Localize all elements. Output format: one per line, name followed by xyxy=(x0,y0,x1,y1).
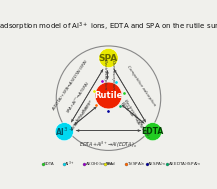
Text: Al(SPA)$_n$: Al(SPA)$_n$ xyxy=(147,161,166,168)
Text: SPA: SPA xyxy=(106,163,113,167)
Circle shape xyxy=(144,123,162,141)
Text: A(EDTA)+SPA→Al(EDTA)(SPA): A(EDTA)+SPA→Al(EDTA)(SPA) xyxy=(52,59,89,112)
Text: SPA: SPA xyxy=(99,53,118,63)
Text: Al(OH)$_3$colloid: Al(OH)$_3$colloid xyxy=(85,161,116,168)
Text: Electrosorption: Electrosorption xyxy=(123,99,144,127)
Text: Competitive adsorption: Competitive adsorption xyxy=(126,65,156,107)
Circle shape xyxy=(95,82,122,109)
Text: Chemisorption: Chemisorption xyxy=(111,60,115,90)
Text: EDTA+Al³⁺→Al(EDTA)ₓ: EDTA+Al³⁺→Al(EDTA)ₓ xyxy=(120,101,151,139)
Circle shape xyxy=(55,123,73,141)
Text: Electrosorption: Electrosorption xyxy=(103,59,107,91)
Text: Ti(SPA)$_n$: Ti(SPA)$_n$ xyxy=(127,161,145,168)
Text: SPA+Al³⁺→Al(SPA): SPA+Al³⁺→Al(SPA) xyxy=(66,80,90,114)
Text: Al$^{3+}$: Al$^{3+}$ xyxy=(64,160,75,169)
Text: Ions change: Ions change xyxy=(76,99,93,122)
Text: The adsorption model of Al$^{3+}$ ions, EDTA and SPA on the rutile surface: The adsorption model of Al$^{3+}$ ions, … xyxy=(0,20,217,33)
Text: EDTA+Al$^{3+}$→Al(EDTA)$_x$: EDTA+Al$^{3+}$→Al(EDTA)$_x$ xyxy=(79,139,138,149)
Text: Al(OH)₃ colloid: Al(OH)₃ colloid xyxy=(71,105,91,132)
Text: EDTA: EDTA xyxy=(141,127,164,136)
Text: Al$^{3+}$: Al$^{3+}$ xyxy=(55,125,74,138)
Text: Rutile: Rutile xyxy=(94,91,123,100)
Text: EDTA: EDTA xyxy=(44,163,54,167)
Circle shape xyxy=(99,48,118,68)
Text: Al(EDTA)(SPA)$_n$: Al(EDTA)(SPA)$_n$ xyxy=(168,161,201,168)
